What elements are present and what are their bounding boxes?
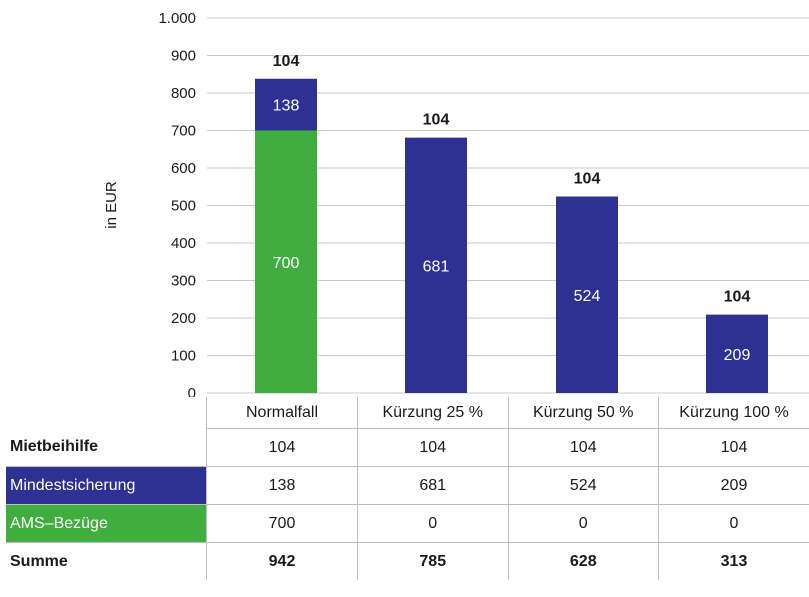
table-cell: 104: [357, 428, 508, 467]
bar-value-label: 700: [273, 255, 300, 272]
table-cell: 0: [357, 504, 508, 543]
table-cell: 628: [507, 542, 659, 580]
bar-top-label-mietbeihilfe: 104: [273, 53, 300, 70]
table-cell: 700: [206, 504, 358, 543]
table-cell: 104: [507, 428, 659, 467]
table-cell: 785: [357, 542, 508, 580]
bar-mindestsicherung: [255, 78, 317, 131]
row-label-legend: AMS–Bezüge: [6, 504, 207, 543]
bar-chart: 0 100 200 300 400 500 600 700 800 900 1.000 700 138…: [103, 10, 809, 397]
y-tick-label: 300: [171, 273, 196, 290]
bar-mindestsicherung: [405, 137, 467, 393]
table-cell: 681: [357, 466, 508, 505]
y-tick-label: 500: [171, 198, 196, 215]
y-tick-label: 0: [188, 385, 196, 397]
table-cell: 0: [507, 504, 659, 543]
table-row-summe: Summe 942 785 628 313: [6, 542, 809, 580]
table-cell: 104: [206, 428, 358, 467]
table-cell: 138: [206, 466, 358, 505]
bar-mindestsicherung: [706, 314, 768, 393]
column-header: Kürzung 100 %: [658, 397, 809, 429]
column-header: Normalfall: [206, 397, 358, 429]
table-cell: 524: [507, 466, 659, 505]
table-cell: 0: [658, 504, 809, 543]
y-tick-label: 200: [171, 310, 196, 327]
y-axis: 0 100 200 300 400 500 600 700 800 900 1.000: [158, 10, 196, 397]
bar-value-label: 681: [423, 258, 450, 275]
y-tick-label: 700: [171, 123, 196, 140]
bar-top-label-mietbeihilfe: 104: [724, 289, 751, 306]
table-row-mindestsicherung: Mindestsicherung 138 681 524 209: [6, 466, 809, 505]
bar-top-label-mietbeihilfe: 104: [423, 112, 450, 129]
row-label: Mietbeihilfe: [6, 428, 207, 467]
bar-mindestsicherung: [556, 196, 618, 393]
bar-ams-bezuege: [255, 130, 317, 393]
y-tick-label: 1.000: [158, 10, 196, 27]
y-tick-label: 400: [171, 235, 196, 252]
table-cell: 209: [658, 466, 809, 505]
bar-labels: 700 138 104 681 104 524 104 209 104: [273, 53, 751, 364]
bars: [255, 78, 768, 393]
y-tick-label: 800: [171, 85, 196, 102]
table-row-mietbeihilfe: Mietbeihilfe 104 104 104 104: [6, 428, 809, 467]
row-label-legend: Mindestsicherung: [6, 466, 207, 505]
data-table: Normalfall Kürzung 25 % Kürzung 50 % Kür…: [6, 397, 809, 580]
y-tick-label: 100: [171, 348, 196, 365]
bar-value-label: 138: [273, 98, 300, 115]
y-axis-label: in EUR: [103, 181, 120, 229]
y-tick-label: 900: [171, 48, 196, 65]
bar-value-label: 209: [724, 347, 751, 364]
column-header: Kürzung 25 %: [357, 397, 508, 429]
table-corner: [6, 397, 207, 429]
table-row-ams-bezuege: AMS–Bezüge 700 0 0 0: [6, 504, 809, 543]
bar-value-label: 524: [574, 288, 601, 305]
table-cell: 104: [658, 428, 809, 467]
table-cell: 942: [206, 542, 358, 580]
y-tick-label: 600: [171, 160, 196, 177]
bar-top-label-mietbeihilfe: 104: [574, 171, 601, 188]
row-label: Summe: [10, 552, 68, 570]
column-header: Kürzung 50 %: [507, 397, 659, 429]
table-cell: 313: [658, 542, 809, 580]
table-header-row: Normalfall Kürzung 25 % Kürzung 50 % Kür…: [6, 397, 809, 429]
